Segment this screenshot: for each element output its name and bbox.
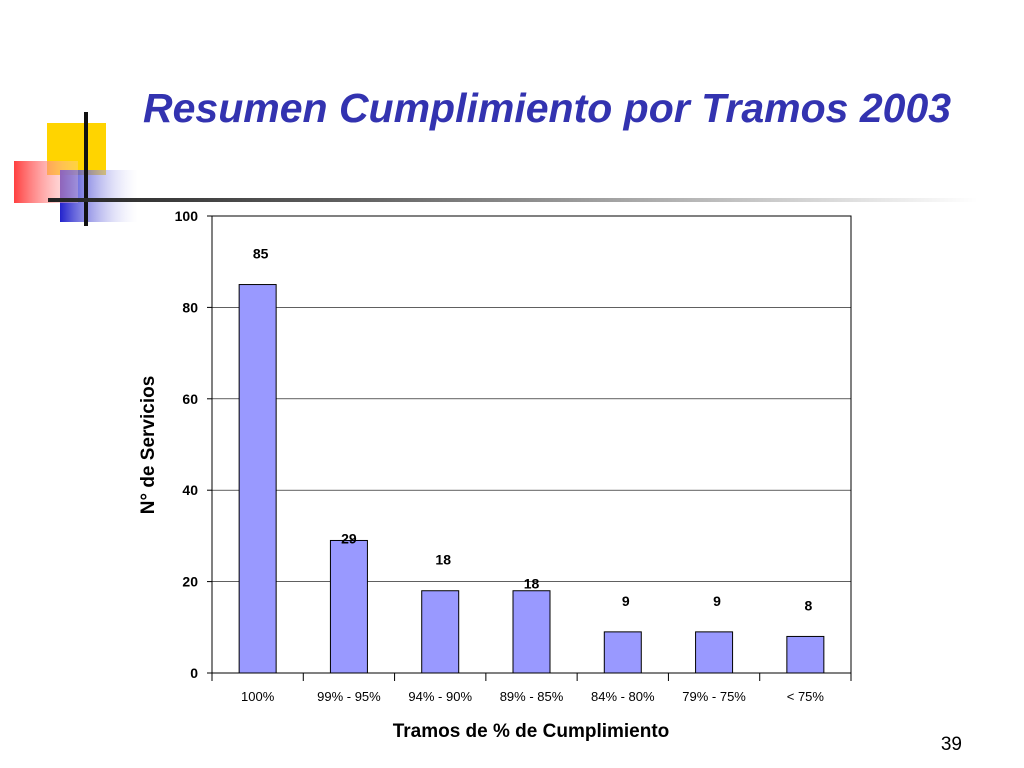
slide-title: Resumen Cumplimiento por Tramos 2003	[143, 85, 952, 131]
y-tick-label: 0	[190, 665, 198, 681]
bar	[695, 631, 734, 674]
bar	[786, 635, 825, 674]
bar-data-label: 18	[435, 552, 451, 568]
bar-data-label: 18	[524, 576, 540, 592]
y-tick-label: 40	[182, 482, 198, 498]
y-axis-label: N° de Servicios	[138, 376, 159, 515]
bar	[421, 590, 460, 674]
y-tick-label: 100	[175, 208, 199, 224]
y-tick-label: 60	[182, 391, 198, 407]
bar	[238, 284, 277, 674]
x-tick-label: 99% - 95%	[317, 689, 381, 704]
slide-logo-decoration	[14, 112, 138, 226]
y-tick-label: 80	[182, 299, 198, 315]
bar-data-label: 8	[804, 597, 812, 613]
x-tick-label: 100%	[241, 689, 275, 704]
page-number: 39	[940, 734, 962, 755]
x-tick-label: 94% - 90%	[408, 689, 472, 704]
bar	[329, 539, 368, 674]
logo-vertical-line	[84, 112, 88, 226]
logo-red-square	[14, 161, 78, 203]
bar-data-label: 29	[341, 530, 357, 546]
bar-data-label: 9	[713, 593, 721, 609]
title-underline	[48, 198, 978, 202]
bar	[512, 590, 551, 674]
x-tick-label: 84% - 80%	[591, 689, 655, 704]
x-axis-label: Tramos de % de Cumplimiento	[393, 721, 670, 742]
bar-data-label: 9	[622, 593, 630, 609]
bar	[603, 631, 642, 674]
bar-data-label: 85	[253, 246, 269, 262]
x-tick-label: 89% - 85%	[500, 689, 564, 704]
x-tick-label: 79% - 75%	[682, 689, 746, 704]
y-tick-label: 20	[182, 574, 198, 590]
x-tick-label: < 75%	[787, 689, 825, 704]
